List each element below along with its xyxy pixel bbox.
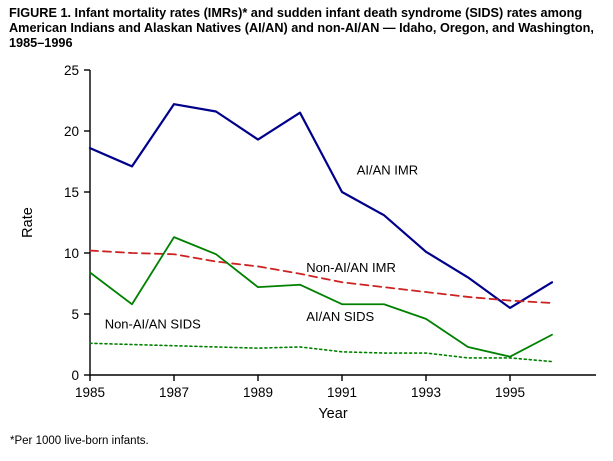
y-tick-label: 20 [64,124,79,139]
x-tick-label: 1991 [327,385,357,400]
x-tick-label: 1993 [411,385,441,400]
x-tick-label: 1995 [495,385,525,400]
x-axis-label: Year [318,406,347,422]
y-tick-label: 0 [71,368,79,383]
series-line-ai-an-sids [89,236,553,358]
y-tick-label: 15 [64,185,79,200]
series-label-non-ai-an-sids: Non-AI/AN SIDS [105,316,201,331]
x-tick-label: 1989 [243,385,273,400]
y-tick-label: 5 [71,307,79,322]
series-line-non-ai-an-sids [89,342,553,363]
series-label-ai-an-sids: AI/AN SIDS [306,309,374,324]
series-label-ai-an-imr: AI/AN IMR [357,163,418,178]
series-label-non-ai-an-imr: Non-AI/AN IMR [306,260,396,275]
x-tick-label: 1985 [75,385,105,400]
figure-title: FIGURE 1. Infant mortality rates (IMRs)*… [9,6,594,51]
y-tick-label: 10 [64,246,79,261]
series-line-ai-an-imr [88,103,554,309]
figure-footnote: *Per 1000 live-born infants. [10,435,149,447]
y-axis-label: Rate [20,207,36,238]
y-tick-label: 25 [64,63,79,78]
x-tick-label: 1987 [159,385,189,400]
